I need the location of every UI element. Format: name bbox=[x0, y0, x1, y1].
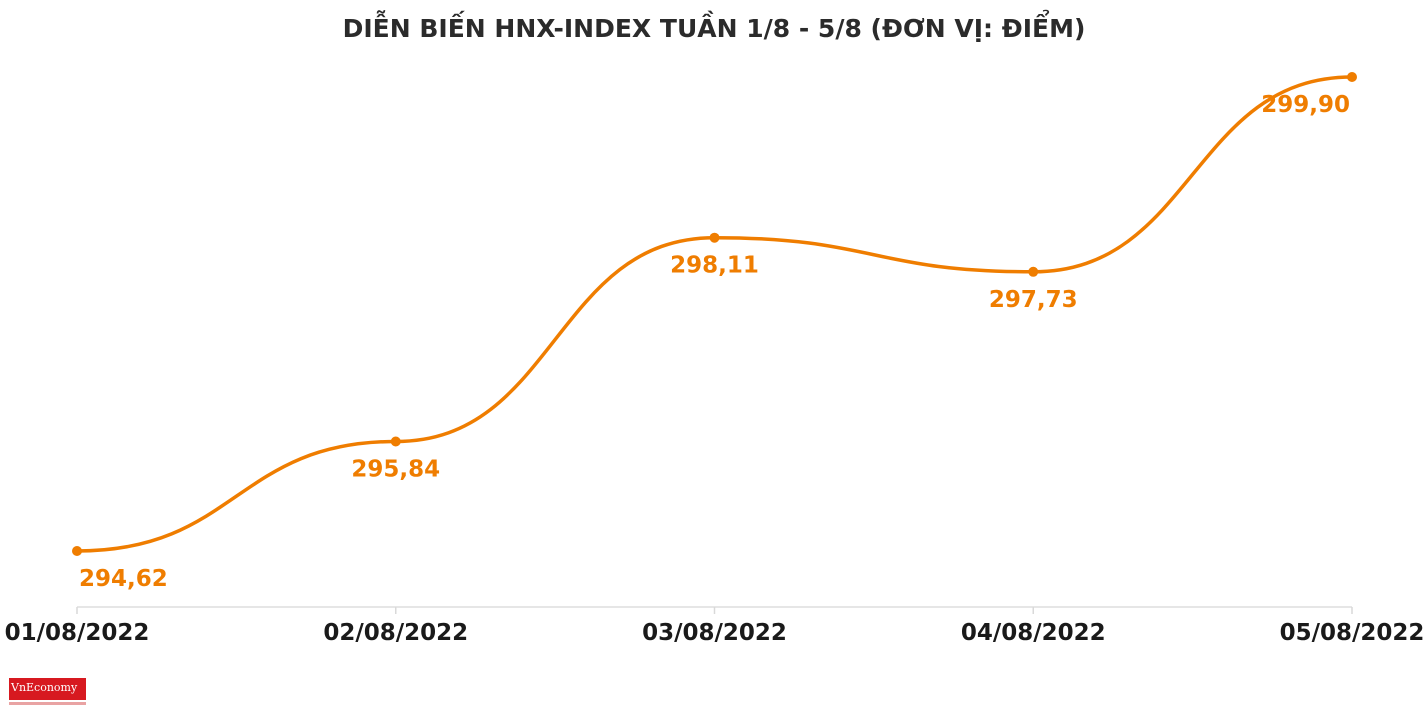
x-tick-label: 04/08/2022 bbox=[961, 620, 1106, 646]
x-tick-label: 05/08/2022 bbox=[1280, 620, 1425, 646]
data-label: 298,11 bbox=[670, 253, 759, 279]
logo-tagline-bar bbox=[9, 702, 86, 705]
data-label: 294,62 bbox=[79, 566, 168, 592]
data-point bbox=[72, 546, 82, 556]
vneconomy-logo: VnEconomy bbox=[9, 678, 86, 700]
data-labels: 294,62 295,84 298,11 297,73 299,90 bbox=[79, 92, 1350, 592]
data-label: 299,90 bbox=[1261, 92, 1350, 118]
data-label: 297,73 bbox=[989, 287, 1078, 313]
data-point bbox=[390, 436, 401, 447]
data-point bbox=[709, 232, 720, 243]
data-label: 295,84 bbox=[351, 456, 440, 482]
x-tick-label: 01/08/2022 bbox=[5, 620, 150, 646]
data-points bbox=[72, 72, 1357, 556]
series-line bbox=[75, 75, 1354, 553]
x-tick-label: 03/08/2022 bbox=[642, 620, 787, 646]
data-point bbox=[1347, 72, 1357, 82]
chart-title: DIỄN BIẾN HNX-INDEX TUẦN 1/8 - 5/8 (ĐƠN … bbox=[343, 9, 1086, 43]
data-point bbox=[1028, 266, 1039, 277]
x-tick-label: 02/08/2022 bbox=[323, 620, 468, 646]
x-axis-ticks: 01/08/2022 02/08/2022 03/08/2022 04/08/2022… bbox=[5, 607, 1425, 646]
